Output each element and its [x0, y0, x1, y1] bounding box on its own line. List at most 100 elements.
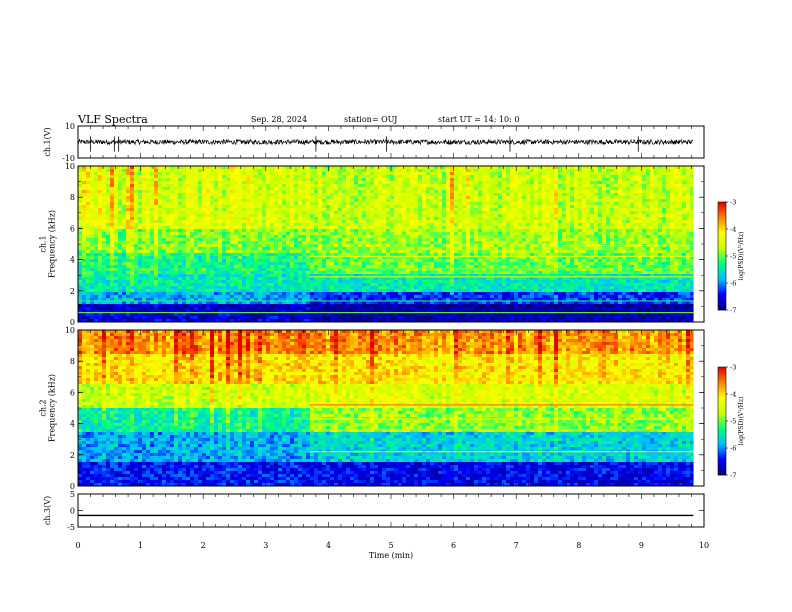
- spec1-cell: [310, 253, 315, 257]
- spec1-cell: [422, 199, 427, 203]
- spec1-cell: [242, 268, 247, 272]
- spec1-cell: [198, 229, 203, 233]
- spec1-cell: [210, 253, 215, 257]
- spec1-cell: [270, 274, 275, 278]
- spec1-cell: [238, 313, 243, 317]
- spec1-cell: [334, 289, 339, 293]
- spec1-cell: [322, 220, 327, 224]
- spec1-cell: [406, 220, 411, 224]
- spec1-cell: [322, 310, 327, 314]
- spec1-cell: [294, 268, 299, 272]
- spec1-cell: [262, 211, 267, 215]
- spec1-cell: [118, 268, 123, 272]
- spec1-cell: [78, 271, 83, 275]
- spec1-cell: [186, 199, 191, 203]
- spec1-cell: [414, 268, 419, 272]
- spec1-cell: [202, 190, 207, 194]
- spec1-cell: [426, 268, 431, 272]
- spec1-cell: [78, 217, 83, 221]
- spec1-cell: [402, 271, 407, 275]
- spec1-cell: [82, 232, 87, 236]
- spec1-cell: [150, 274, 155, 278]
- spec1-cell: [338, 313, 343, 317]
- spec1-cell: [430, 316, 435, 320]
- spec1-cell: [186, 301, 191, 305]
- spec1-cell: [186, 271, 191, 275]
- spec1-cell: [298, 289, 303, 293]
- spec1-cell: [402, 298, 407, 302]
- spec1-cell: [146, 295, 151, 299]
- spec1-cell: [382, 208, 387, 212]
- spec1-cell: [214, 304, 219, 308]
- spec1-cell: [190, 175, 195, 179]
- spec1-cell: [190, 304, 195, 308]
- spec1-cell: [206, 280, 211, 284]
- spec1-cell: [434, 298, 439, 302]
- spec1-cell: [154, 265, 159, 269]
- spec1-cell: [434, 226, 439, 230]
- spec1-cell: [194, 280, 199, 284]
- spec1-cell: [210, 283, 215, 287]
- spec1-cell: [194, 268, 199, 272]
- spec1-cell: [194, 307, 199, 311]
- spec1-cell: [94, 250, 99, 254]
- spec1-cell: [234, 178, 239, 182]
- spec1-cell: [402, 286, 407, 290]
- spec1-cell: [442, 253, 447, 257]
- spec1-cell: [366, 193, 371, 197]
- spec1-cell: [414, 169, 419, 173]
- spec1-cell: [326, 280, 331, 284]
- spec1-cell: [426, 256, 431, 260]
- spec1-cell: [190, 232, 195, 236]
- spec1-cell: [394, 223, 399, 227]
- spec1-cell: [334, 247, 339, 251]
- spec1-cell: [410, 253, 415, 257]
- spec1-cell: [214, 265, 219, 269]
- spec1-cell: [330, 208, 335, 212]
- spec1-cell: [258, 259, 263, 263]
- spec1-cell: [222, 253, 227, 257]
- spec1-cell: [118, 169, 123, 173]
- spec1-cell: [214, 292, 219, 296]
- spec1-cell: [186, 223, 191, 227]
- spec1-cell: [186, 235, 191, 239]
- spec1-cell: [434, 301, 439, 305]
- spec1-cell: [186, 220, 191, 224]
- spec1-cell: [114, 247, 119, 251]
- spec1-cell: [386, 253, 391, 257]
- spec1-cell: [410, 211, 415, 215]
- spec1-cell: [90, 214, 95, 218]
- spec1-cell: [138, 187, 143, 191]
- spec1-cell: [98, 238, 103, 242]
- spec1-cell: [426, 205, 431, 209]
- spec1-cell: [98, 304, 103, 308]
- spec1-cell: [82, 259, 87, 263]
- spec1-cell: [346, 211, 351, 215]
- spec1-cell: [146, 190, 151, 194]
- spec1-cell: [414, 292, 419, 296]
- spec1-cell: [346, 283, 351, 287]
- spec1-cell: [122, 223, 127, 227]
- spec1-cell: [426, 304, 431, 308]
- spec1-cell: [446, 226, 451, 230]
- spec1-cell: [198, 271, 203, 275]
- spec1-cell: [278, 301, 283, 305]
- spec1-cell: [298, 175, 303, 179]
- spec1-cell: [438, 211, 443, 215]
- spec1-cell: [298, 304, 303, 308]
- spec1-cell: [282, 247, 287, 251]
- spec1-cell: [118, 199, 123, 203]
- spec1-cell: [174, 208, 179, 212]
- spec1-cell: [426, 307, 431, 311]
- spec1-cell: [438, 220, 443, 224]
- spec1-cell: [254, 187, 259, 191]
- spec1-cell: [382, 190, 387, 194]
- spec1-cell: [302, 265, 307, 269]
- spec1-cell: [162, 316, 167, 320]
- spec1-cell: [166, 250, 171, 254]
- spec1-cell: [358, 316, 363, 320]
- spec1-cell: [250, 226, 255, 230]
- spec1-cell: [342, 166, 347, 170]
- spec1-cell: [314, 304, 319, 308]
- spec1-cell: [346, 286, 351, 290]
